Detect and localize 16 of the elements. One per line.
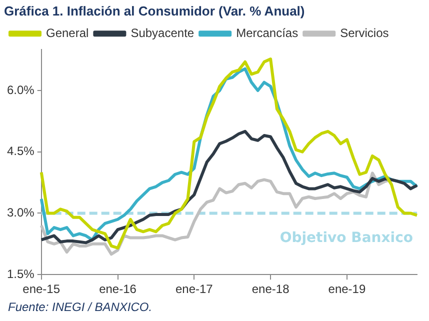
legend-label: Mercancías: [236, 26, 298, 40]
x-tick-label: ene-15: [22, 282, 60, 296]
y-tick-label: 6.0%: [6, 82, 35, 97]
y-tick-label: 4.5%: [6, 144, 35, 158]
y-tick-label: 3.0%: [6, 206, 35, 220]
x-tick-label: ene-16: [99, 282, 137, 296]
x-tick-label: ene-18: [252, 282, 290, 296]
y-tick-label: 1.5%: [6, 266, 35, 281]
chart-title: Gráfica 1. Inflación al Consumidor (Var. % Anual): [4, 3, 305, 18]
x-tick-label: ene-17: [175, 282, 214, 296]
x-tick-label: ene-19: [328, 282, 366, 296]
legend-label: Servicios: [340, 26, 389, 40]
legend-label: Subyacente: [130, 26, 194, 40]
ref-line-label: Objetivo Banxico: [280, 230, 414, 246]
legend-label: General: [46, 26, 89, 40]
source-note: Fuente: INEGI / BANXICO.: [8, 300, 152, 314]
